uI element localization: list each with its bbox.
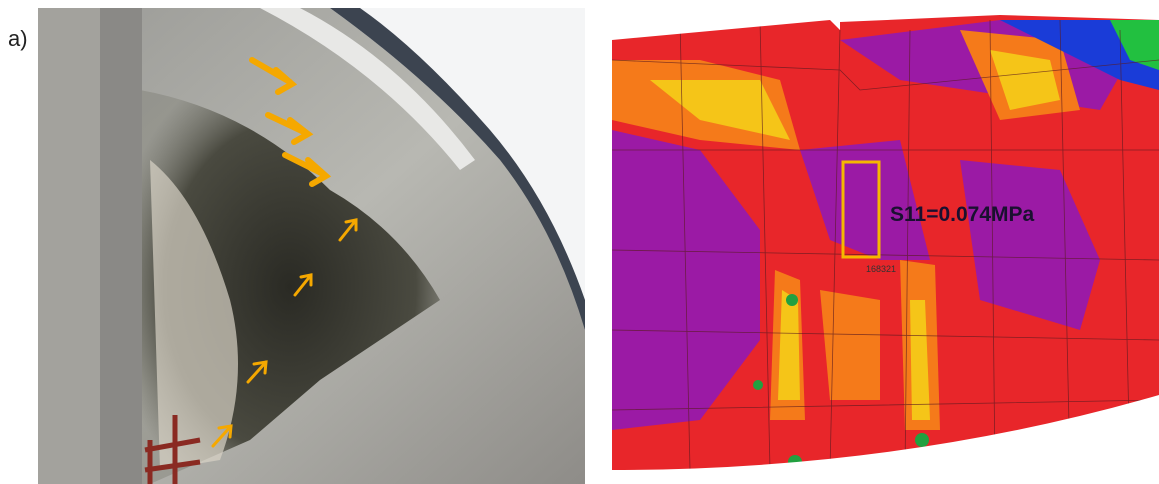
photo <box>38 8 585 484</box>
stress-annotation: S11=0.074MPa <box>890 203 1035 226</box>
stress-contour: 168321 S11=0.074MPa <box>612 8 1159 474</box>
node-label: 168321 <box>866 264 896 274</box>
panel-label: a) <box>8 26 28 51</box>
figure: a) b) <box>0 0 1159 484</box>
